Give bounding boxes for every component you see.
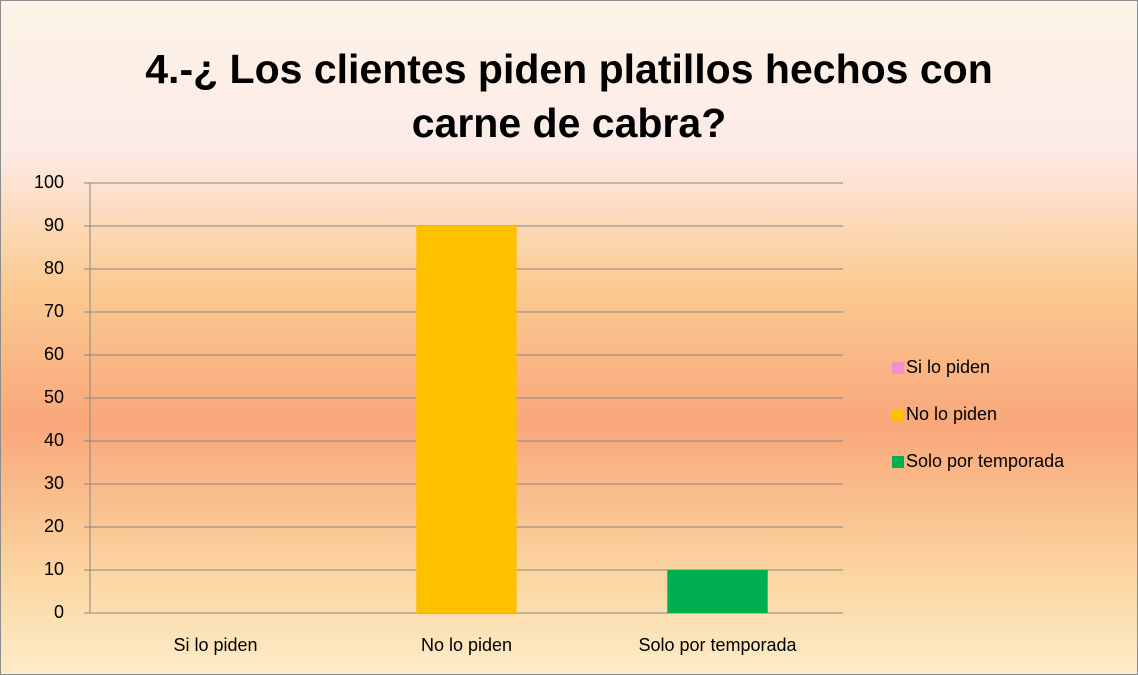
y-tick-label: 40 [44,430,64,450]
legend-swatch [892,456,904,468]
y-tick-label: 50 [44,387,64,407]
bar [667,570,768,613]
y-tick-label: 0 [54,602,64,622]
legend-label: Solo por temporada [906,451,1065,471]
y-tick-label: 90 [44,215,64,235]
x-tick-label: Solo por temporada [638,635,797,655]
legend-swatch [892,409,904,421]
y-tick-label: 30 [44,473,64,493]
y-tick-label: 60 [44,344,64,364]
chart-title: 4.-¿ Los clientes piden platillos hechos… [145,46,993,146]
y-tick-label: 10 [44,559,64,579]
bar [416,226,517,613]
legend-label: Si lo piden [906,357,990,377]
legend-swatch [892,362,904,374]
y-tick-label: 100 [34,172,64,192]
x-tick-label: No lo piden [421,635,512,655]
x-tick-label: Si lo piden [173,635,257,655]
y-tick-label: 20 [44,516,64,536]
legend-label: No lo piden [906,404,997,424]
y-tick-label: 70 [44,301,64,321]
y-tick-label: 80 [44,258,64,278]
